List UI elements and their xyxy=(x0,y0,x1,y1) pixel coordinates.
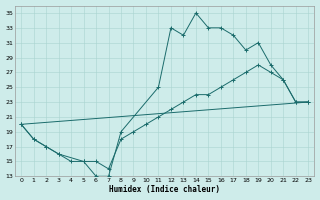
X-axis label: Humidex (Indice chaleur): Humidex (Indice chaleur) xyxy=(109,185,220,194)
